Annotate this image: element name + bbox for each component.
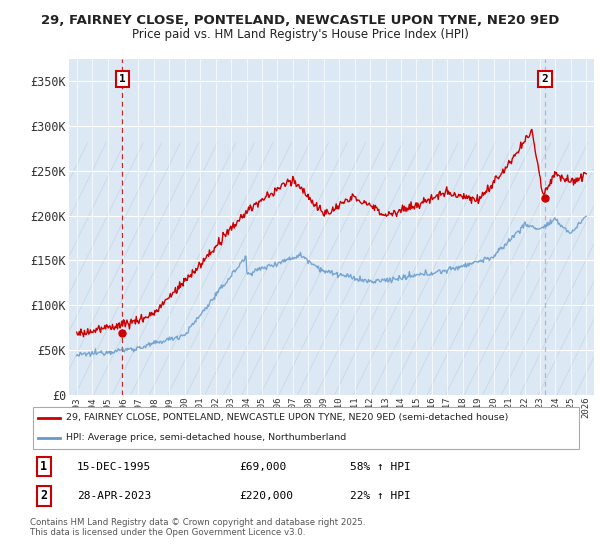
Text: Price paid vs. HM Land Registry's House Price Index (HPI): Price paid vs. HM Land Registry's House …	[131, 28, 469, 41]
Text: HPI: Average price, semi-detached house, Northumberland: HPI: Average price, semi-detached house,…	[66, 433, 346, 442]
Text: 2: 2	[542, 74, 548, 84]
Text: 29, FAIRNEY CLOSE, PONTELAND, NEWCASTLE UPON TYNE, NE20 9ED (semi-detached house: 29, FAIRNEY CLOSE, PONTELAND, NEWCASTLE …	[66, 413, 508, 422]
Text: 2: 2	[40, 489, 47, 502]
Text: 28-APR-2023: 28-APR-2023	[77, 491, 151, 501]
FancyBboxPatch shape	[33, 407, 579, 449]
Text: 22% ↑ HPI: 22% ↑ HPI	[350, 491, 411, 501]
Text: 1: 1	[40, 460, 47, 473]
Text: £69,000: £69,000	[240, 461, 287, 472]
Text: 29, FAIRNEY CLOSE, PONTELAND, NEWCASTLE UPON TYNE, NE20 9ED: 29, FAIRNEY CLOSE, PONTELAND, NEWCASTLE …	[41, 14, 559, 27]
Text: 58% ↑ HPI: 58% ↑ HPI	[350, 461, 411, 472]
Text: 15-DEC-1995: 15-DEC-1995	[77, 461, 151, 472]
Text: Contains HM Land Registry data © Crown copyright and database right 2025.
This d: Contains HM Land Registry data © Crown c…	[30, 518, 365, 538]
Text: 1: 1	[119, 74, 126, 84]
Text: £220,000: £220,000	[240, 491, 294, 501]
